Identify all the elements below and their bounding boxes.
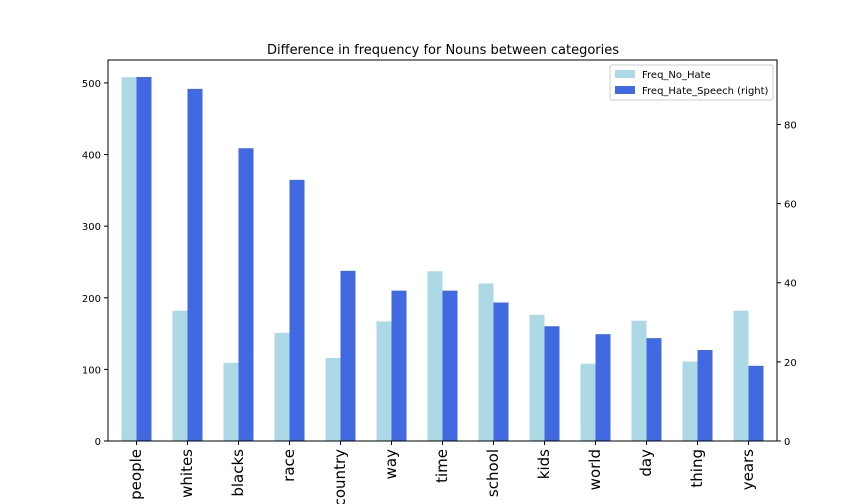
bar-no-hate-school <box>478 283 494 441</box>
legend-label-no-hate: Freq_No_Hate <box>642 70 711 81</box>
left-tick-label: 400 <box>82 151 101 162</box>
x-tick-label: school <box>484 449 502 497</box>
legend-swatch-hate-speech <box>615 86 635 94</box>
left-tick-label: 500 <box>82 79 101 90</box>
legend-label-hate-speech: Freq_Hate_Speech (right) <box>642 86 769 97</box>
bar-no-hate-race <box>274 332 290 441</box>
bar-no-hate-people <box>121 77 137 441</box>
bar-no-hate-country <box>325 357 341 441</box>
x-tick-label: country <box>331 449 349 504</box>
bar-hate-speech-way <box>391 290 407 441</box>
x-tick-label: world <box>586 449 604 490</box>
bar-hate-speech-world <box>595 334 611 441</box>
bar-hate-speech-day <box>646 338 662 441</box>
x-tick-label: race <box>280 449 298 482</box>
bar-hate-speech-race <box>289 179 305 441</box>
right-tick-label: 20 <box>784 358 797 369</box>
right-tick-label: 60 <box>784 200 797 211</box>
x-tick-label: blacks <box>229 449 247 497</box>
x-tick-label: whites <box>178 449 196 498</box>
x-tick-label: way <box>382 449 400 479</box>
bar-no-hate-whites <box>172 310 188 441</box>
x-tick-label: people <box>127 449 145 500</box>
bar-no-hate-thing <box>682 361 698 441</box>
bar-no-hate-world <box>580 363 596 441</box>
legend: Freq_No_Hate Freq_Hate_Speech (right) <box>609 64 774 101</box>
right-tick-label: 40 <box>784 279 797 290</box>
bar-no-hate-kids <box>529 314 545 441</box>
legend-box <box>609 64 774 101</box>
bar-hate-speech-blacks <box>238 148 254 441</box>
bar-hate-speech-years <box>748 365 764 441</box>
x-tick-label: day <box>637 449 655 477</box>
left-tick-label: 100 <box>82 365 101 376</box>
left-tick-label: 300 <box>82 222 101 233</box>
legend-swatch-no-hate <box>615 70 635 78</box>
bar-hate-speech-school <box>493 302 509 441</box>
right-tick-label: 0 <box>784 437 790 448</box>
x-tick-label: years <box>739 449 757 490</box>
right-tick-label: 80 <box>784 120 797 131</box>
x-tick-label: kids <box>535 449 553 479</box>
bar-no-hate-day <box>631 320 647 441</box>
bar-hate-speech-time <box>442 290 458 441</box>
bar-no-hate-time <box>427 271 443 441</box>
bar-no-hate-years <box>733 310 749 441</box>
x-tick-label: thing <box>688 449 706 488</box>
bars-layer <box>121 77 764 442</box>
bar-hate-speech-thing <box>697 350 713 441</box>
bar-no-hate-way <box>376 321 392 441</box>
bar-hate-speech-country <box>340 270 356 441</box>
bar-hate-speech-kids <box>544 326 560 441</box>
bar-no-hate-blacks <box>223 362 239 441</box>
x-tick-label: time <box>433 449 451 483</box>
x-ticks: people whites blacks race country way time scho… <box>127 441 757 504</box>
bar-hate-speech-whites <box>187 88 203 441</box>
chart-title: Difference in frequency for Nouns betwee… <box>267 43 619 58</box>
right-y-ticks: 0 20 40 60 80 <box>777 120 797 448</box>
left-tick-label: 0 <box>95 437 101 448</box>
bar-hate-speech-people <box>136 77 152 442</box>
left-tick-label: 200 <box>82 294 101 305</box>
left-y-ticks: 0 100 200 300 400 500 <box>82 79 108 448</box>
